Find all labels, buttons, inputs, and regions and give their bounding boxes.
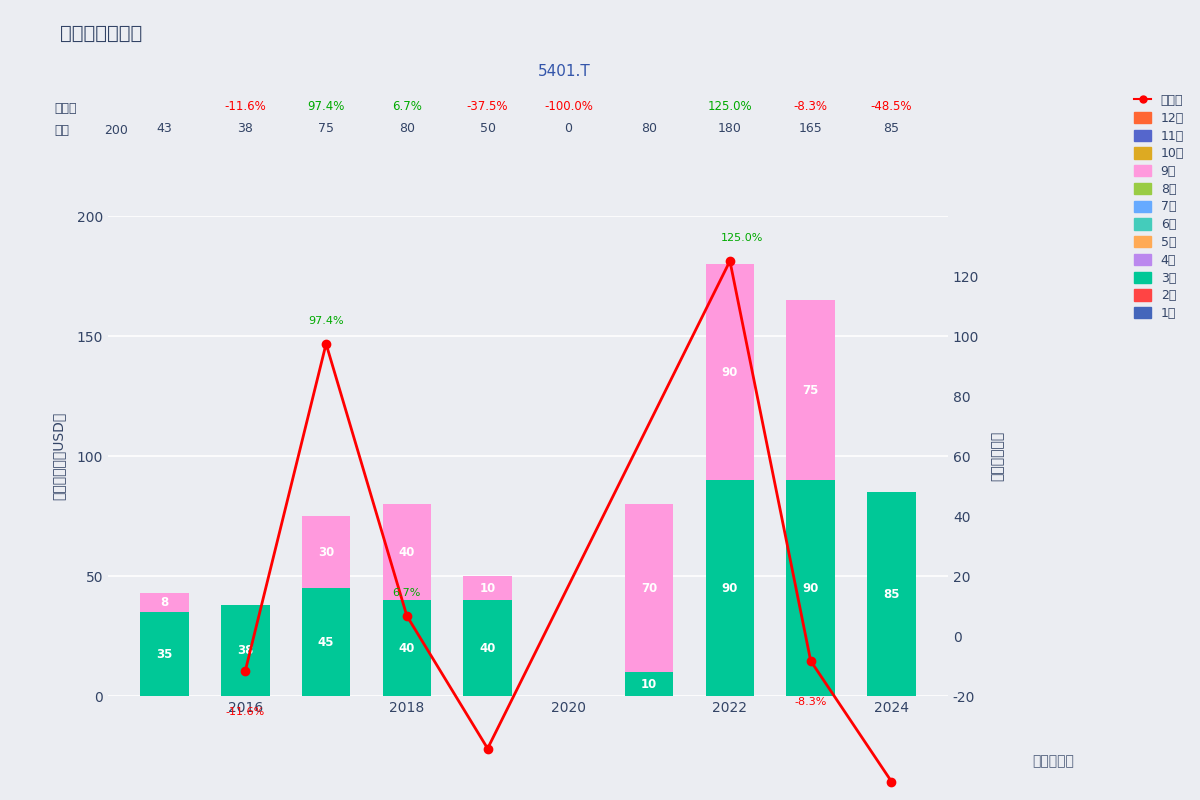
Text: 125.0%: 125.0% bbox=[721, 233, 763, 243]
Bar bbox=[383, 600, 431, 696]
Text: 10: 10 bbox=[641, 678, 658, 690]
Legend: 増配率, 12月, 11月, 10月, 9月, 8月, 7月, 6月, 5月, 4月, 3月, 2月, 1月: 増配率, 12月, 11月, 10月, 9月, 8月, 7月, 6月, 5月, … bbox=[1130, 90, 1188, 324]
Bar bbox=[786, 300, 835, 480]
Text: 90: 90 bbox=[721, 366, 738, 378]
Bar bbox=[140, 612, 188, 696]
Text: 8: 8 bbox=[161, 596, 169, 609]
Bar bbox=[463, 600, 512, 696]
Text: 70: 70 bbox=[641, 582, 658, 594]
Bar bbox=[706, 264, 754, 480]
Text: 75: 75 bbox=[318, 122, 334, 134]
Y-axis label: 年間分配金（USD）: 年間分配金（USD） bbox=[52, 412, 66, 500]
Text: ネコの投資: ネコの投資 bbox=[1032, 754, 1074, 768]
Text: 85: 85 bbox=[883, 587, 900, 601]
Bar bbox=[625, 672, 673, 696]
Text: 5401.T: 5401.T bbox=[538, 64, 590, 79]
Text: 90: 90 bbox=[721, 582, 738, 594]
Bar bbox=[383, 504, 431, 600]
Text: -37.5%: -37.5% bbox=[467, 100, 509, 113]
Text: 200: 200 bbox=[104, 124, 128, 137]
Text: 40: 40 bbox=[480, 642, 496, 654]
Text: -11.6%: -11.6% bbox=[224, 100, 266, 113]
Text: 80: 80 bbox=[398, 122, 415, 134]
Bar bbox=[868, 492, 916, 696]
Text: 増配率: 増配率 bbox=[54, 102, 77, 115]
Text: 40: 40 bbox=[398, 642, 415, 654]
Text: 配当金推移比較: 配当金推移比較 bbox=[60, 24, 143, 43]
Text: 0: 0 bbox=[564, 122, 572, 134]
Text: 90: 90 bbox=[803, 582, 818, 594]
Text: -8.3%: -8.3% bbox=[793, 100, 828, 113]
Text: 43: 43 bbox=[157, 122, 173, 134]
Text: 50: 50 bbox=[480, 122, 496, 134]
Text: 30: 30 bbox=[318, 546, 335, 558]
Text: 10: 10 bbox=[480, 582, 496, 594]
Text: 38: 38 bbox=[238, 122, 253, 134]
Text: -8.3%: -8.3% bbox=[794, 697, 827, 707]
Text: 合計: 合計 bbox=[54, 124, 70, 137]
Text: 97.4%: 97.4% bbox=[307, 100, 344, 113]
Text: 38: 38 bbox=[238, 644, 253, 657]
Text: 6.7%: 6.7% bbox=[392, 588, 421, 598]
Text: 80: 80 bbox=[641, 122, 658, 134]
Text: 45: 45 bbox=[318, 635, 335, 649]
Y-axis label: 増配率（％）: 増配率（％） bbox=[990, 431, 1004, 481]
Text: 40: 40 bbox=[398, 546, 415, 558]
Text: 85: 85 bbox=[883, 122, 900, 134]
Bar bbox=[302, 516, 350, 588]
Bar bbox=[463, 576, 512, 600]
Text: -100.0%: -100.0% bbox=[544, 100, 593, 113]
Bar bbox=[625, 504, 673, 672]
Text: 97.4%: 97.4% bbox=[308, 316, 344, 326]
Text: -11.6%: -11.6% bbox=[226, 707, 265, 717]
Text: 165: 165 bbox=[799, 122, 822, 134]
Text: -48.5%: -48.5% bbox=[871, 100, 912, 113]
Bar bbox=[140, 593, 188, 612]
Text: 75: 75 bbox=[803, 383, 818, 397]
Bar bbox=[302, 588, 350, 696]
Bar bbox=[786, 480, 835, 696]
Text: 125.0%: 125.0% bbox=[708, 100, 752, 113]
Bar bbox=[221, 605, 270, 696]
Text: 6.7%: 6.7% bbox=[392, 100, 421, 113]
Text: 180: 180 bbox=[718, 122, 742, 134]
Text: 35: 35 bbox=[156, 647, 173, 661]
Bar bbox=[706, 480, 754, 696]
